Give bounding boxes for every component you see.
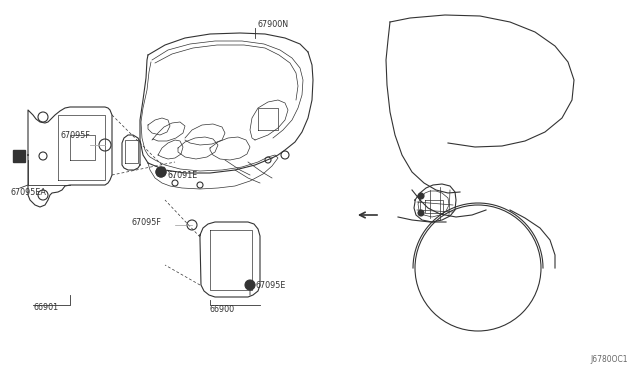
Circle shape	[418, 210, 424, 216]
Text: 67095E: 67095E	[255, 280, 285, 289]
Text: 67095F: 67095F	[132, 218, 162, 227]
Circle shape	[418, 193, 424, 199]
Circle shape	[156, 167, 166, 177]
Text: 67095F: 67095F	[60, 131, 90, 140]
Text: 67900N: 67900N	[258, 19, 289, 29]
Text: 67091E: 67091E	[168, 170, 198, 180]
Text: 66900: 66900	[210, 305, 235, 314]
Text: 66901: 66901	[33, 304, 58, 312]
Text: J6780OC1: J6780OC1	[591, 355, 628, 364]
Bar	[13, 150, 25, 162]
Text: 67095EA: 67095EA	[10, 187, 46, 196]
Circle shape	[245, 280, 255, 290]
Circle shape	[156, 167, 166, 177]
